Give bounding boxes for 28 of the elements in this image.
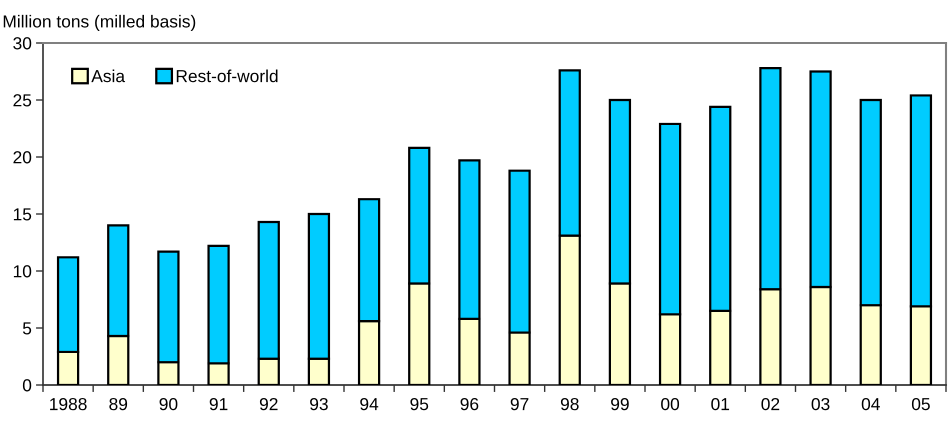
y-tick-label: 20 bbox=[13, 151, 32, 164]
x-tick-label: 99 bbox=[611, 398, 629, 410]
x-tick-label: 1988 bbox=[50, 398, 87, 410]
legend-label: Rest-of-world bbox=[176, 70, 278, 82]
y-tick-label: 10 bbox=[14, 265, 32, 278]
y-tick-label: 25 bbox=[13, 94, 32, 106]
x-tick-label: 92 bbox=[260, 398, 278, 410]
x-tick-label: 97 bbox=[510, 398, 528, 410]
x-tick-label: 01 bbox=[711, 398, 730, 410]
legend-label: Asia bbox=[91, 70, 126, 82]
x-tick-label: 96 bbox=[460, 398, 478, 410]
x-tick-label: 05 bbox=[912, 398, 930, 410]
x-tick-label: 02 bbox=[761, 398, 780, 410]
x-tick-label: 91 bbox=[210, 398, 228, 410]
x-tick-label: 94 bbox=[360, 398, 378, 410]
y-tick-label: 5 bbox=[22, 322, 32, 334]
x-tick-label: 90 bbox=[160, 398, 178, 410]
x-tick-label: 04 bbox=[862, 398, 880, 410]
x-tick-label: 89 bbox=[109, 398, 128, 410]
y-tick-label: 0 bbox=[22, 379, 32, 392]
y-tick-label: 30 bbox=[13, 37, 32, 50]
x-tick-label: 93 bbox=[310, 398, 328, 410]
x-tick-label: 03 bbox=[812, 398, 830, 410]
y-tick-label: 15 bbox=[14, 208, 32, 220]
y-axis-title: Million tons (milled basis) bbox=[4, 14, 196, 32]
x-tick-label: 95 bbox=[410, 398, 428, 410]
x-tick-label: 00 bbox=[661, 398, 680, 410]
x-tick-label: 98 bbox=[560, 398, 579, 410]
